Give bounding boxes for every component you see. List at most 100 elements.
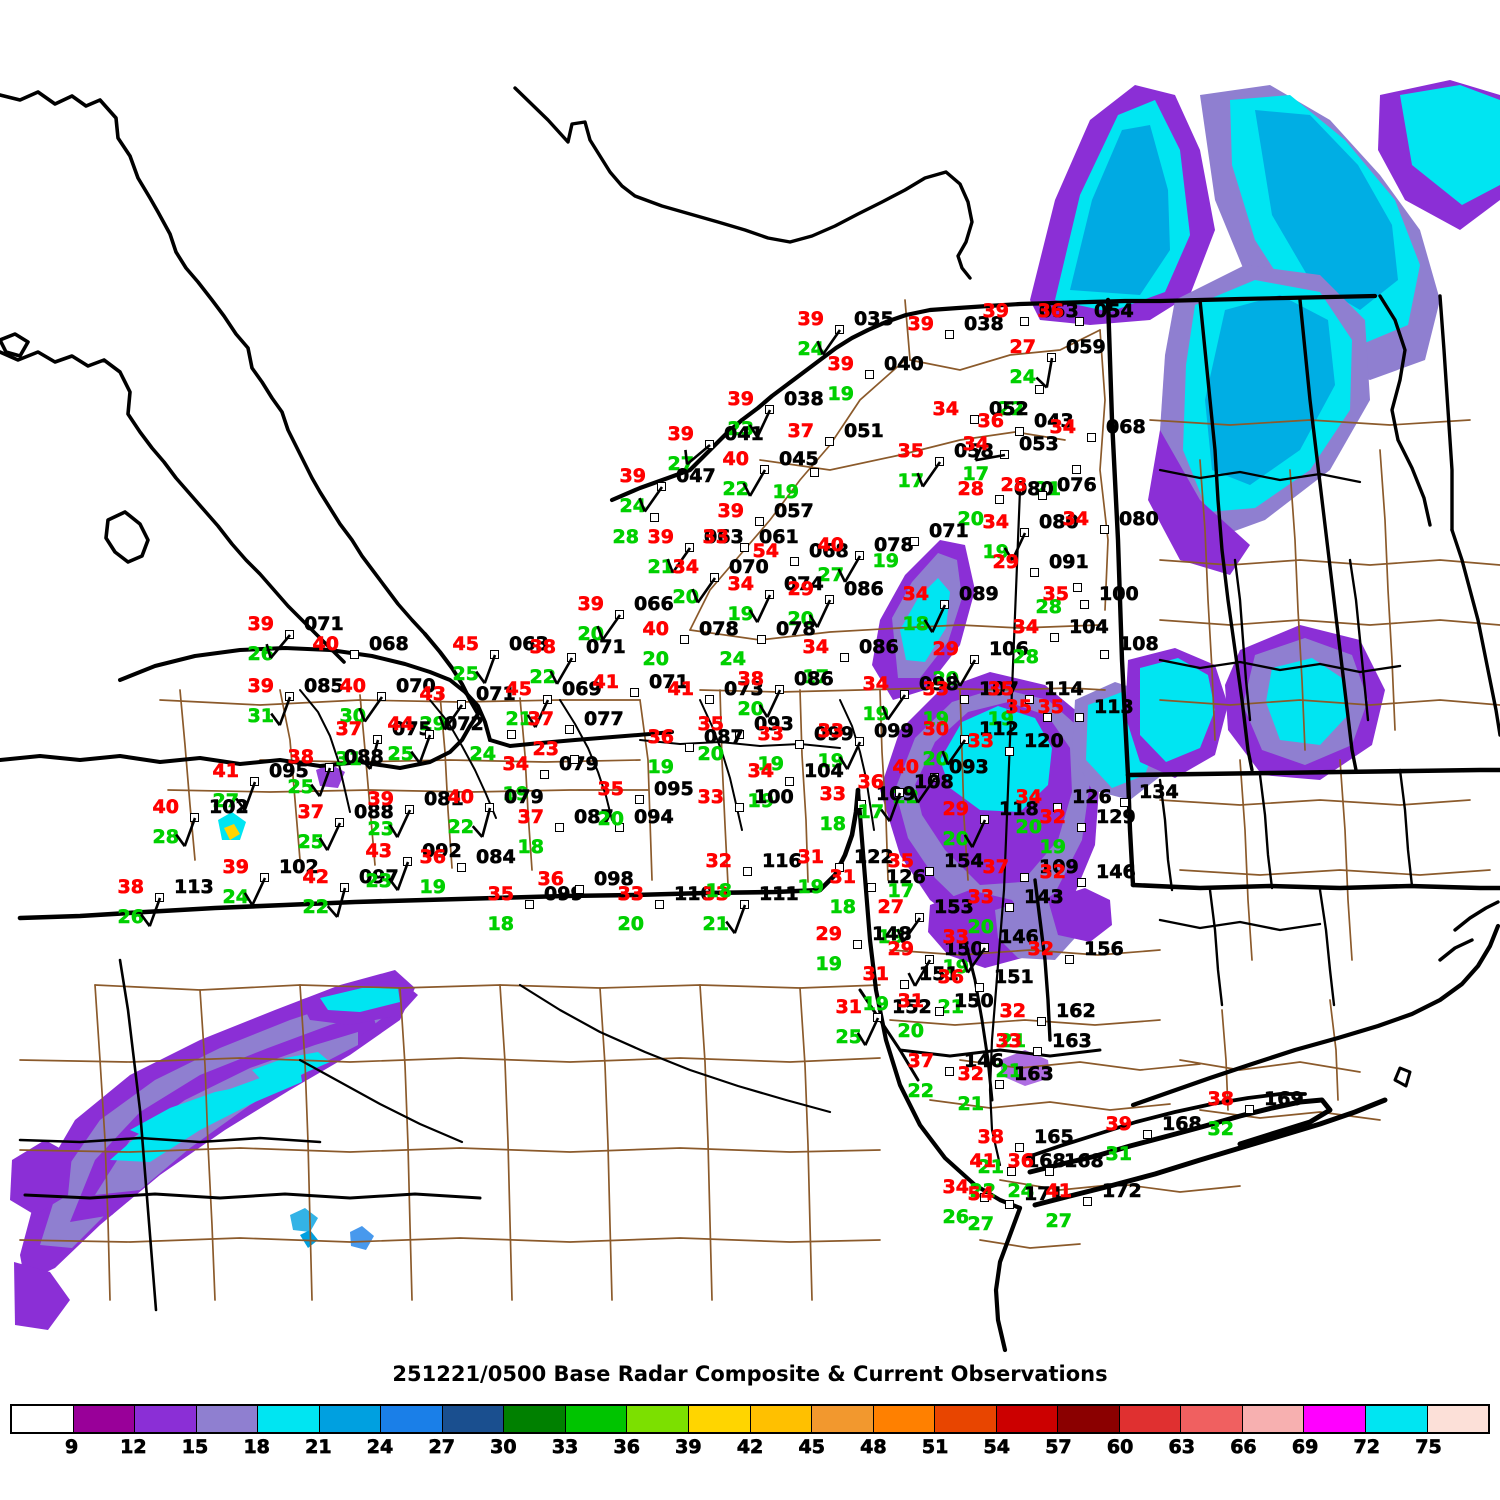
station-marker-icon	[1020, 317, 1029, 326]
station-marker-icon	[657, 482, 666, 491]
station-dewpoint: 19	[815, 953, 842, 975]
station-marker-icon	[1075, 317, 1084, 326]
colorbar-tick: 66	[1230, 1436, 1257, 1459]
station-pressure: 078	[699, 618, 739, 640]
station-pressure: 098	[594, 868, 634, 890]
station-marker-icon	[457, 700, 466, 709]
station-pressure: 134	[1139, 781, 1179, 803]
station-temperature: 42	[302, 866, 329, 888]
station-temperature: 32	[999, 1000, 1026, 1022]
station-pressure: 108	[914, 771, 954, 793]
station-temperature: 32	[957, 1063, 984, 1085]
station-pressure: 114	[1044, 678, 1084, 700]
colorbar-swatch	[135, 1406, 197, 1432]
station-dewpoint: 19	[1039, 836, 1066, 858]
station-marker-icon	[970, 655, 979, 664]
wind-barb-icon	[265, 634, 291, 659]
colorbar-tick: 15	[181, 1436, 209, 1459]
station-dewpoint: 25	[835, 1026, 862, 1048]
colorbar-label-cell: 45	[750, 1436, 825, 1466]
colorbar-swatch	[381, 1406, 443, 1432]
colorbar-swatch	[1427, 1406, 1489, 1432]
station-temperature: 34	[727, 573, 754, 595]
station-marker-icon	[925, 867, 934, 876]
wind-barb-icon	[838, 741, 862, 770]
colorbar-swatch	[258, 1406, 320, 1432]
station-dewpoint: 23	[365, 870, 392, 892]
station-marker-icon	[507, 730, 516, 739]
station-temperature: 31	[835, 996, 862, 1018]
colorbar-tick: 12	[120, 1436, 147, 1459]
station-temperature: 29	[942, 798, 969, 820]
station-temperature: 23	[532, 738, 559, 760]
wind-barb-icon	[816, 329, 842, 356]
station-dewpoint: 19	[827, 383, 854, 405]
station-pressure: 071	[476, 683, 516, 705]
station-temperature: 33	[817, 720, 844, 742]
station-marker-icon	[915, 913, 924, 922]
station-pressure: 126	[886, 866, 926, 888]
station-pressure: 151	[994, 966, 1034, 988]
station-marker-icon	[1020, 873, 1029, 882]
station-marker-icon	[810, 468, 819, 477]
colorbar-label-cell: 12	[72, 1436, 147, 1466]
station-marker-icon	[995, 495, 1004, 504]
station-dewpoint: 19	[982, 541, 1009, 563]
station-marker-icon	[1015, 1143, 1024, 1152]
station-temperature: 40	[312, 633, 339, 655]
station-pressure: 092	[422, 840, 462, 862]
station-temperature: 36	[937, 966, 964, 988]
wind-barb-icon	[549, 657, 574, 685]
station-temperature: 33	[922, 678, 949, 700]
station-pressure: 148	[872, 923, 912, 945]
station-temperature: 39	[577, 593, 604, 615]
station-temperature: 34	[747, 760, 774, 782]
station-pressure: 162	[1056, 1000, 1096, 1022]
station-pressure: 120	[1024, 730, 1064, 752]
station-dewpoint: 21	[937, 996, 964, 1018]
station-pressure: 047	[676, 465, 716, 487]
colorbar-tick: 27	[428, 1436, 455, 1459]
station-pressure: 068	[809, 540, 849, 562]
station-marker-icon	[755, 517, 764, 526]
colorbar-tick: 39	[675, 1436, 702, 1459]
colorbar-label-cell: 21	[257, 1436, 332, 1466]
station-pressure: 093	[949, 756, 989, 778]
station-temperature: 36	[977, 410, 1004, 432]
colorbar-swatch	[196, 1406, 259, 1432]
station-temperature: 35	[897, 440, 924, 462]
station-dewpoint: 31	[1105, 1143, 1132, 1165]
station-pressure: 079	[559, 753, 599, 775]
wind-barb-icon	[471, 807, 492, 838]
station-temperature: 28	[957, 478, 984, 500]
station-temperature: 39	[717, 500, 744, 522]
wind-barb-icon	[175, 817, 197, 847]
colorbar-tick: 72	[1353, 1436, 1380, 1459]
map-canvas[interactable]: 39 24 035 39 038 39 053 36 054 27 24 059 39 19 040 22 39…	[0, 0, 1500, 1360]
station-temperature: 38	[977, 1126, 1004, 1148]
station-pressure: 051	[844, 420, 884, 442]
station-temperature: 38	[117, 876, 144, 898]
station-temperature: 31	[897, 990, 924, 1012]
wind-barb-icon	[963, 819, 987, 848]
station-marker-icon	[1077, 878, 1086, 887]
station-marker-icon	[1083, 1197, 1092, 1206]
station-marker-icon	[960, 695, 969, 704]
station-marker-icon	[857, 800, 866, 809]
station-dewpoint: 19	[757, 753, 784, 775]
station-pressure: 168	[1064, 1150, 1104, 1172]
station-pressure: 074	[784, 573, 824, 595]
wind-barb-icon	[388, 861, 410, 891]
station-dewpoint: 17	[962, 463, 989, 485]
station-marker-icon	[1005, 1200, 1014, 1209]
colorbar-tick: 33	[551, 1436, 579, 1459]
station-marker-icon	[740, 543, 749, 552]
colorbar-tick-labels: 9 12 15 18 21 24 27 30 33 36 39 42 45 48 51 54 57 60 63 66 6…	[10, 1436, 1490, 1466]
station-dewpoint: 28	[1035, 596, 1062, 618]
colorbar-label-cell: 36	[565, 1436, 640, 1466]
station-dewpoint: 19	[747, 790, 774, 812]
station-dewpoint: 20	[642, 648, 669, 670]
station-marker-icon	[555, 823, 564, 832]
station-pressure: 086	[859, 636, 899, 658]
station-pressure: 061	[759, 526, 799, 548]
